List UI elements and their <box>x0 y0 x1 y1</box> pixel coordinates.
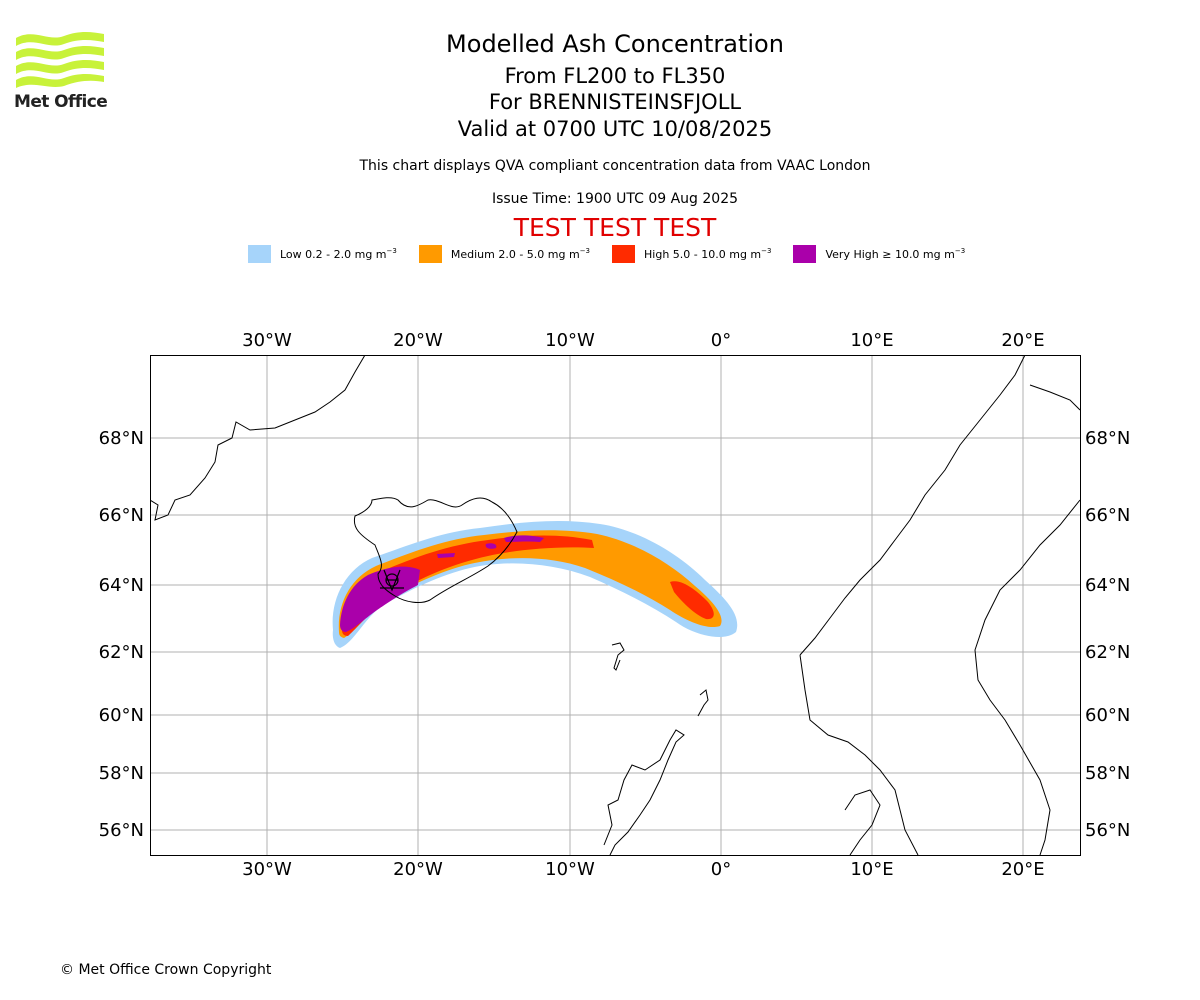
ash-contour-high-east <box>670 581 714 620</box>
test-banner: TEST TEST TEST <box>513 213 717 242</box>
norway-coast <box>799 355 1026 855</box>
ash-contour-very-high <box>340 566 420 632</box>
legend-label-medium: Medium 2.0 - 5.0 mg m−3 <box>450 247 591 261</box>
chart-description: This chart displays QVA compliant concen… <box>359 158 871 174</box>
map-gridlines <box>150 355 1080 855</box>
concentration-legend: Low 0.2 - 2.0 mg m−3 Medium 2.0 - 5.0 mg… <box>248 244 987 264</box>
lat-tick-right: 58°N <box>1085 763 1130 784</box>
lon-tick-top: 30°W <box>242 330 292 351</box>
lon-tick-top: 10°E <box>850 330 893 351</box>
met-office-logo: Met Office <box>14 30 108 112</box>
sweden-coast <box>974 384 1080 855</box>
legend-swatch-low <box>248 245 271 263</box>
map-frame-content <box>150 355 1080 855</box>
volcano-icon <box>380 569 404 592</box>
logo-wordmark: Met Office <box>14 92 108 112</box>
lat-ticks-left: 68°N 66°N 64°N 62°N 60°N 58°N 56°N <box>99 428 144 841</box>
legend-swatch-high <box>612 245 636 263</box>
met-office-wave-icon <box>16 32 104 88</box>
lat-tick-right: 56°N <box>1085 820 1130 841</box>
faroe-islands <box>611 642 625 671</box>
lon-ticks-bottom: 30°W 20°W 10°W 0° 10°E 20°E <box>242 859 1044 880</box>
legend-item-low: Low 0.2 - 2.0 mg m−3 <box>248 245 397 263</box>
ash-contour-very-high-dot <box>485 543 497 549</box>
greenland-coast <box>150 355 366 521</box>
lat-ticks-right: 68°N 66°N 64°N 62°N 60°N 58°N 56°N <box>1085 428 1130 841</box>
scotland-coast <box>603 729 685 855</box>
lat-tick-right: 66°N <box>1085 505 1130 526</box>
lat-tick-left: 66°N <box>99 505 144 526</box>
lon-ticks-top: 30°W 20°W 10°W 0° 10°E 20°E <box>242 330 1044 351</box>
lon-tick-top: 20°W <box>393 330 443 351</box>
chart-title: Modelled Ash Concentration <box>446 30 784 58</box>
lon-tick-top: 10°W <box>545 330 595 351</box>
shetland <box>697 689 709 717</box>
lat-tick-right: 64°N <box>1085 575 1130 596</box>
legend-item-medium: Medium 2.0 - 5.0 mg m−3 <box>418 245 591 263</box>
lon-tick-bottom: 20°E <box>1001 859 1044 880</box>
lat-tick-right: 60°N <box>1085 705 1130 726</box>
iceland-coast <box>353 497 518 604</box>
lon-tick-bottom: 30°W <box>242 859 292 880</box>
lon-tick-bottom: 10°E <box>850 859 893 880</box>
coastlines <box>150 355 1080 855</box>
valid-time: Valid at 0700 UTC 10/08/2025 <box>457 117 773 141</box>
legend-label-low: Low 0.2 - 2.0 mg m−3 <box>280 247 397 261</box>
legend-swatch-medium <box>418 245 442 263</box>
lon-tick-bottom: 20°W <box>393 859 443 880</box>
legend-item-high: High 5.0 - 10.0 mg m−3 <box>612 245 771 263</box>
lon-tick-bottom: 10°W <box>545 859 595 880</box>
issue-time: Issue Time: 1900 UTC 09 Aug 2025 <box>491 191 739 207</box>
legend-item-very-high: Very High ≥ 10.0 mg m−3 <box>793 245 965 263</box>
lon-tick-bottom: 0° <box>711 859 731 880</box>
lat-tick-left: 62°N <box>99 642 144 663</box>
lat-tick-left: 58°N <box>99 763 144 784</box>
flight-level-range: From FL200 to FL350 <box>504 64 726 88</box>
lat-tick-left: 68°N <box>99 428 144 449</box>
lon-tick-top: 20°E <box>1001 330 1044 351</box>
lat-tick-left: 64°N <box>99 575 144 596</box>
legend-swatch-very-high <box>793 245 817 263</box>
legend-label-very-high: Very High ≥ 10.0 mg m−3 <box>825 247 966 261</box>
lat-tick-right: 62°N <box>1085 642 1130 663</box>
ash-plume <box>332 521 738 648</box>
denmark-coast <box>844 789 881 855</box>
lat-tick-left: 56°N <box>99 820 144 841</box>
lon-tick-top: 0° <box>711 330 731 351</box>
copyright-notice: © Met Office Crown Copyright <box>60 962 272 978</box>
map-border <box>150 355 1081 856</box>
volcano-name: For BRENNISTEINSFJOLL <box>488 90 742 114</box>
legend-label-high: High 5.0 - 10.0 mg m−3 <box>644 247 772 261</box>
lat-tick-right: 68°N <box>1085 428 1130 449</box>
ash-contour-very-high-spot <box>437 553 455 558</box>
lat-tick-left: 60°N <box>99 705 144 726</box>
